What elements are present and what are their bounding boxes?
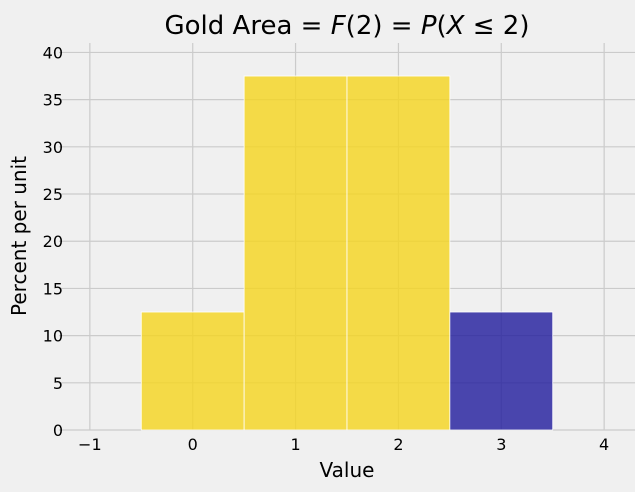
histogram-bar-2: [243, 75, 348, 431]
x-tick-label: −1: [78, 435, 102, 454]
y-tick-label: 10: [43, 327, 63, 346]
y-tick-label: 35: [43, 91, 63, 110]
x-tick-labels: −1 0 1 2 3 4: [78, 435, 609, 454]
x-tick-label: 2: [393, 435, 403, 454]
y-tick-label: 5: [53, 374, 63, 393]
y-tick-label: 20: [43, 232, 63, 251]
y-tick-label: 40: [43, 43, 63, 62]
x-tick-label: 4: [599, 435, 609, 454]
x-tick-label: 3: [496, 435, 506, 454]
y-axis-label: Percent per unit: [7, 156, 31, 316]
y-tick-label: 0: [53, 421, 63, 440]
histogram-bar-1: [140, 311, 245, 431]
x-axis-label: Value: [320, 458, 375, 482]
y-tick-label: 25: [43, 185, 63, 204]
bars: [140, 75, 554, 431]
chart-title: Gold Area = F(2) = P(X ≤ 2): [165, 11, 530, 41]
y-tick-label: 15: [43, 279, 63, 298]
x-tick-label: 1: [290, 435, 300, 454]
x-tick-label: 0: [188, 435, 198, 454]
histogram-bar-4: [449, 311, 554, 431]
y-tick-labels: 0 5 10 15 20 25 30 35 40: [43, 43, 63, 440]
histogram-bar-3: [346, 75, 451, 431]
y-tick-label: 30: [43, 138, 63, 157]
